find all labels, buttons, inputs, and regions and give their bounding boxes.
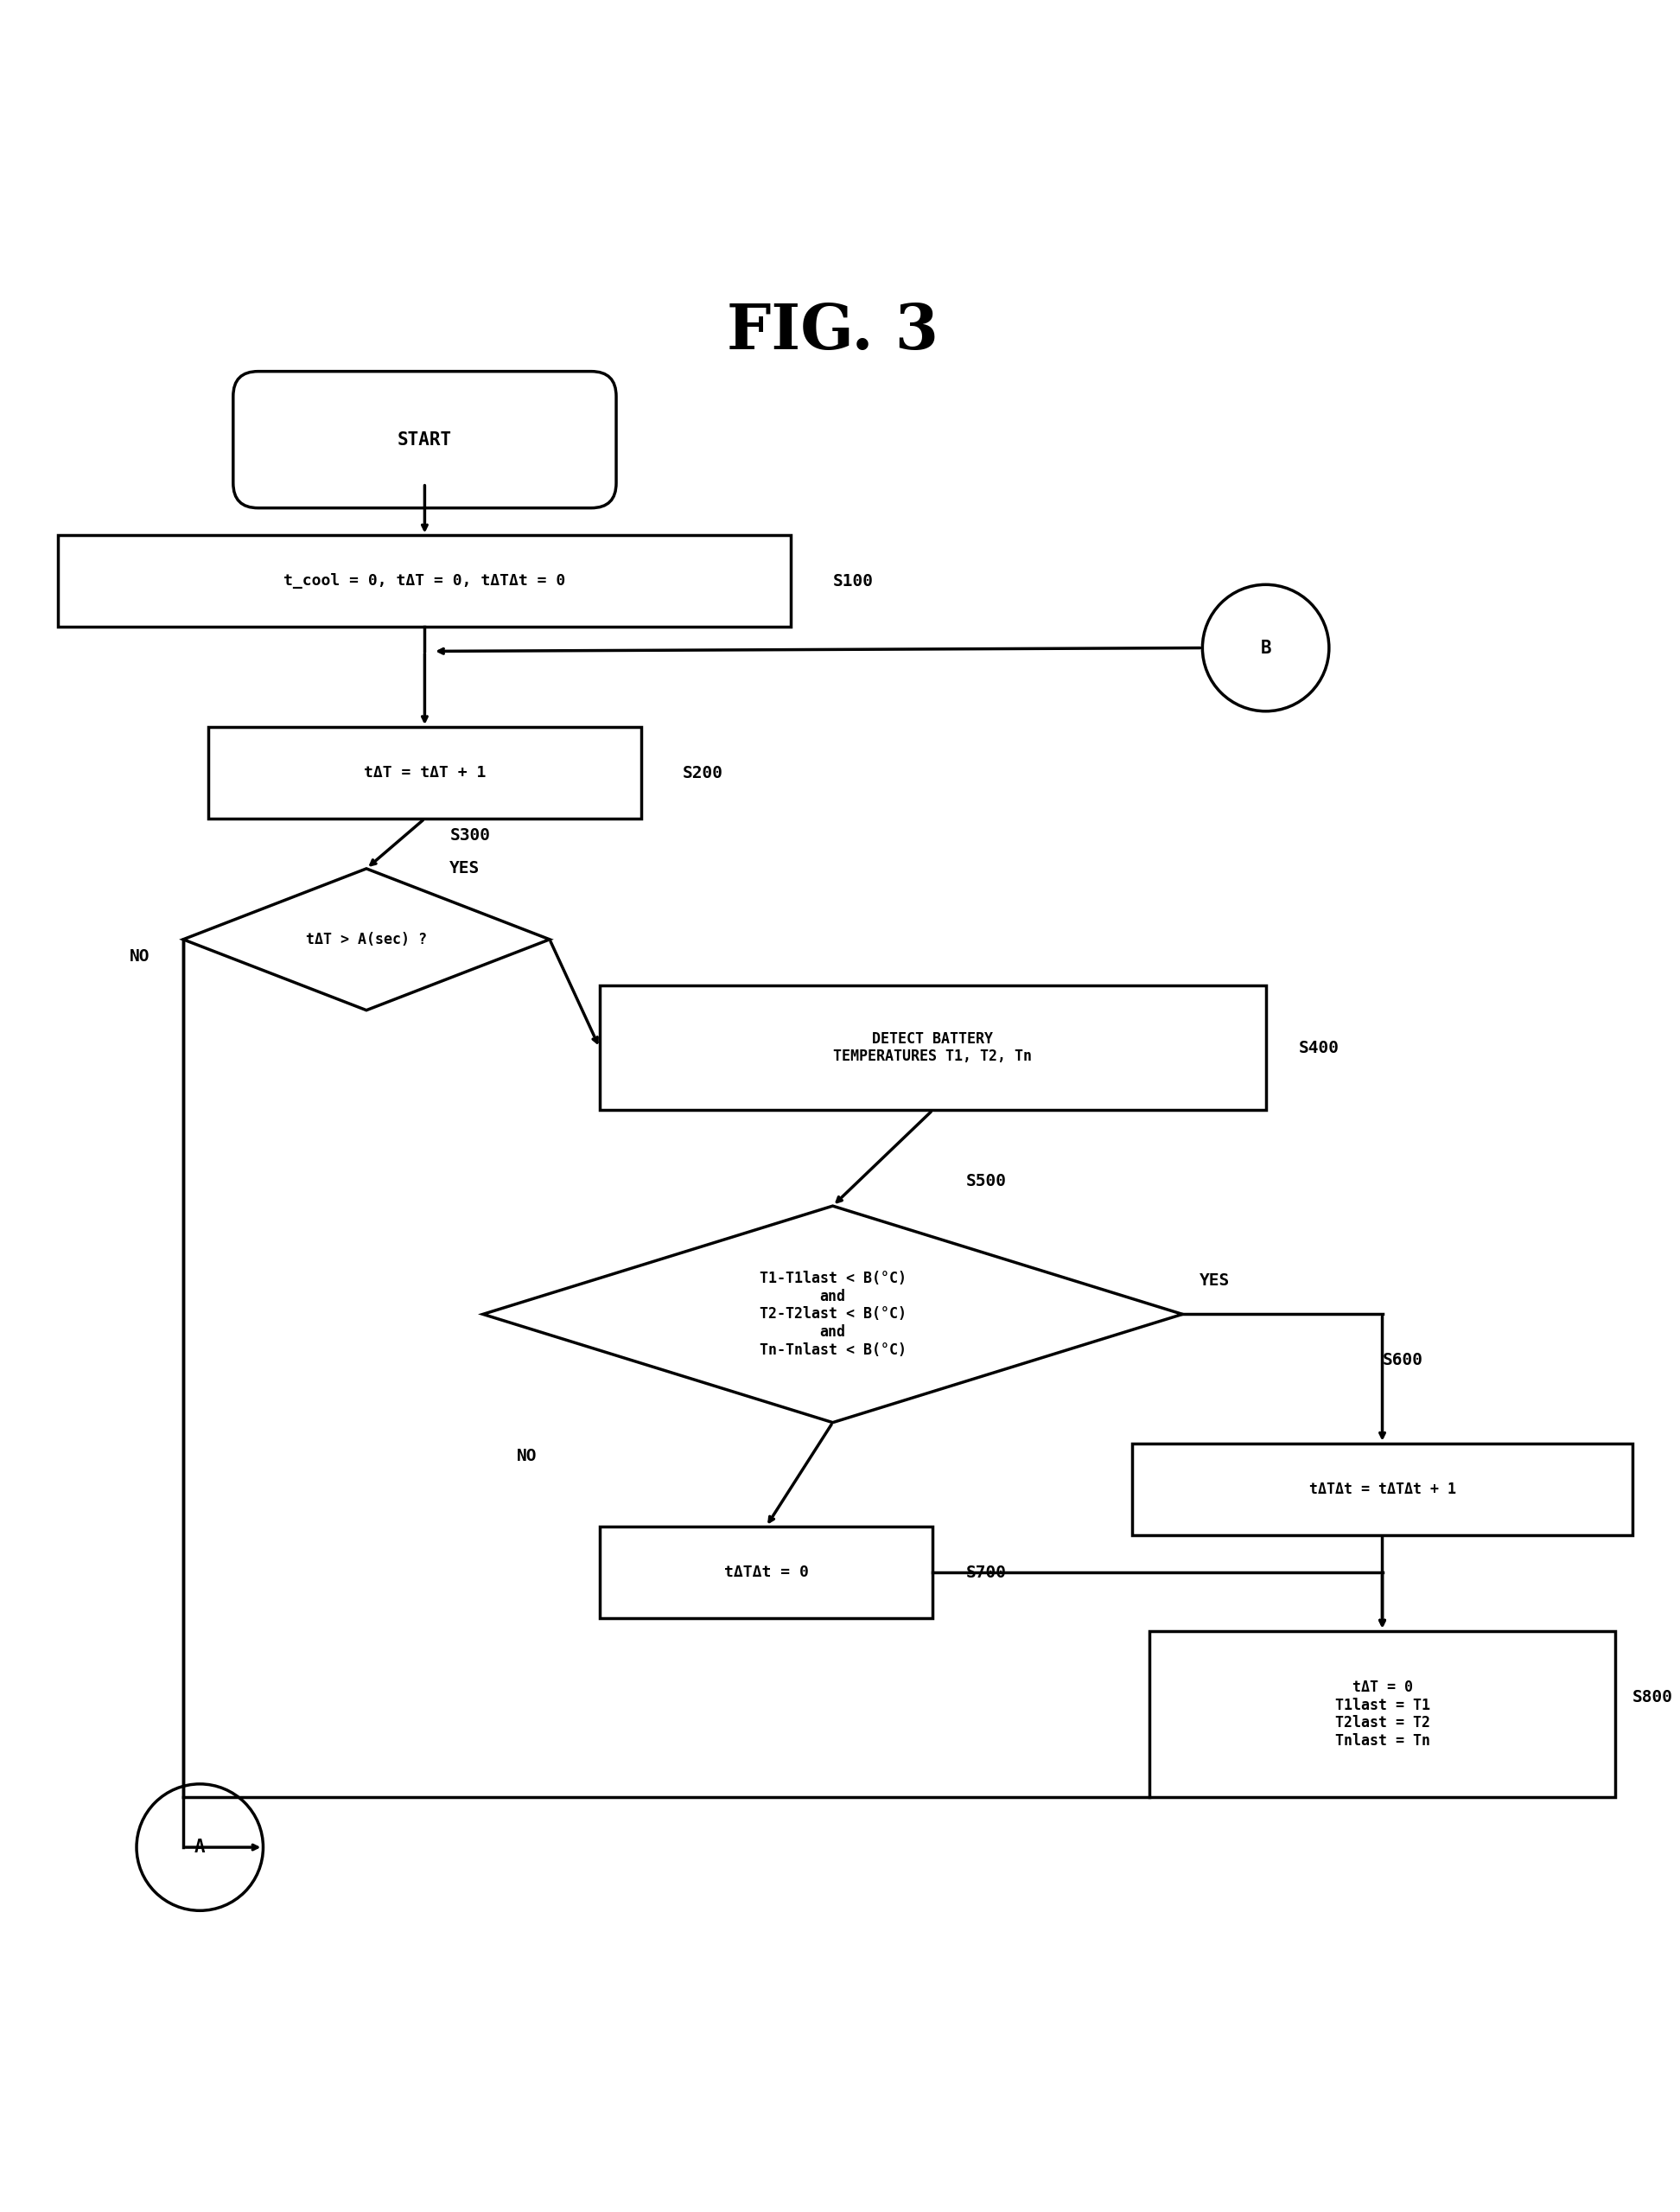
Bar (208, 728, 642, 818)
Text: FIG. 3: FIG. 3 (727, 301, 939, 363)
Text: tΔT = tΔT + 1: tΔT = tΔT + 1 (363, 765, 486, 781)
Text: tΔT > A(sec) ?: tΔT > A(sec) ? (306, 931, 427, 947)
Text: S400: S400 (1299, 1040, 1339, 1055)
Text: S200: S200 (682, 765, 724, 781)
Text: T1-T1last < B(°C)
and
T2-T2last < B(°C)
and
Tn-Tnlast < B(°C): T1-T1last < B(°C) and T2-T2last < B(°C) … (759, 1270, 906, 1358)
Text: NO: NO (129, 949, 150, 964)
Bar (1132, 1442, 1631, 1535)
Text: tΔTΔt = 0: tΔTΔt = 0 (724, 1564, 808, 1579)
Polygon shape (183, 869, 549, 1011)
Bar (600, 984, 1265, 1110)
Text: A: A (195, 1838, 205, 1856)
Text: YES: YES (450, 860, 480, 876)
Text: YES: YES (1200, 1272, 1230, 1290)
Bar (1149, 1630, 1616, 1798)
Circle shape (136, 1785, 264, 1911)
Text: DETECT BATTERY
TEMPERATURES T1, T2, Tn: DETECT BATTERY TEMPERATURES T1, T2, Tn (833, 1031, 1032, 1064)
Text: t_cool = 0, tΔT = 0, tΔTΔt = 0: t_cool = 0, tΔT = 0, tΔTΔt = 0 (284, 573, 566, 588)
Text: S700: S700 (966, 1564, 1006, 1582)
Text: S500: S500 (966, 1172, 1006, 1190)
FancyBboxPatch shape (234, 372, 617, 509)
Text: NO: NO (516, 1447, 536, 1464)
Bar (600, 1526, 932, 1619)
Circle shape (1203, 584, 1329, 712)
Text: tΔTΔt = tΔTΔt + 1: tΔTΔt = tΔTΔt + 1 (1309, 1482, 1457, 1498)
Text: tΔT = 0
T1last = T1
T2last = T2
Tnlast = Tn: tΔT = 0 T1last = T1 T2last = T2 Tnlast =… (1336, 1679, 1430, 1750)
Bar (59, 535, 791, 626)
Text: START: START (398, 431, 452, 449)
Text: S100: S100 (833, 573, 874, 588)
Text: S300: S300 (450, 827, 491, 843)
Text: S800: S800 (1631, 1690, 1673, 1705)
Polygon shape (482, 1206, 1183, 1422)
Text: B: B (1260, 639, 1272, 657)
Text: S600: S600 (1383, 1352, 1423, 1369)
